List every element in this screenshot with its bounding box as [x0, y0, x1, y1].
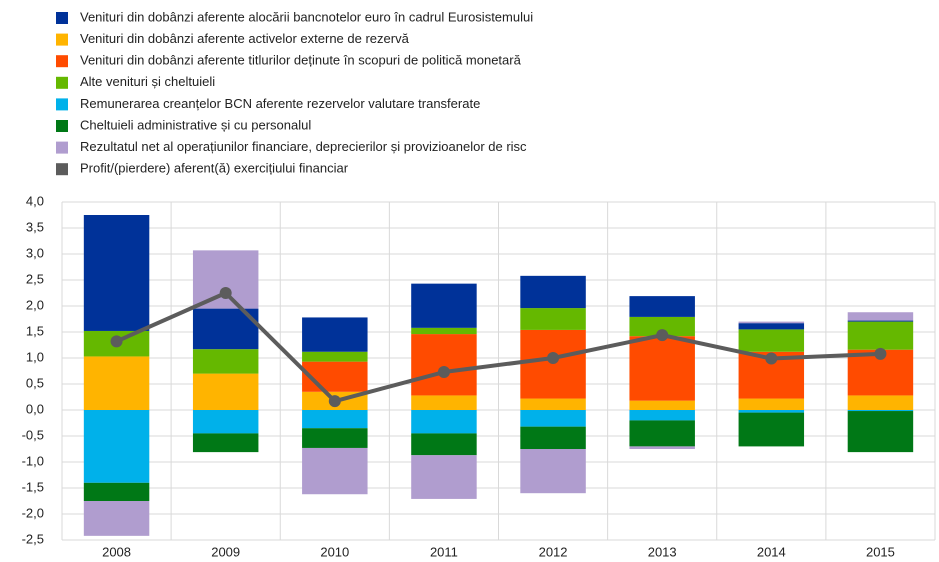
bar-segment [192, 349, 259, 374]
profit-marker [219, 287, 232, 299]
legend-swatch [56, 120, 68, 132]
bar-segment [520, 449, 586, 494]
bar-segment [738, 323, 805, 330]
profit-marker [765, 352, 778, 365]
x-tick-label: 2014 [757, 544, 786, 559]
bar-segment [83, 482, 150, 501]
legend-swatch [56, 76, 68, 89]
legend-label: Venituri din dobânzi aferente activelor … [80, 31, 410, 46]
bar-segment [520, 398, 586, 410]
y-tick-label: 4,0 [26, 193, 44, 208]
legend-label: Venituri din dobânzi aferente titlurilor… [80, 53, 522, 68]
legend-swatch [56, 141, 68, 154]
bar-segment [411, 455, 477, 499]
profit-marker [874, 347, 887, 360]
profit-marker [328, 395, 341, 408]
bar-segment [738, 410, 805, 413]
profit-marker [110, 335, 123, 348]
bar-segment [847, 410, 914, 412]
bar-segment [520, 275, 586, 309]
bar-segment [83, 356, 150, 410]
x-tick-label: 2010 [320, 544, 349, 559]
profit-line [115, 291, 881, 404]
x-tick-label: 2015 [866, 544, 895, 559]
bar-segment [192, 250, 259, 309]
bar-segment [738, 398, 805, 410]
bar-segment [629, 410, 695, 421]
y-tick-label: 3,0 [26, 245, 44, 260]
y-tick-label: -2,5 [22, 531, 44, 546]
x-tick-label: 2012 [539, 544, 568, 559]
y-tick-label: 2,5 [26, 271, 44, 286]
y-tick-label: -0,5 [22, 427, 44, 442]
bar-segment [83, 410, 150, 483]
bar-segment [738, 329, 805, 352]
bar-segment [738, 412, 805, 447]
y-tick-label: 1,0 [26, 349, 44, 364]
legend-swatch [56, 55, 68, 68]
bar-segment [192, 433, 259, 453]
y-tick-label: 3,5 [26, 219, 44, 234]
bar-segment [302, 447, 368, 495]
y-tick-label: 2,0 [26, 297, 44, 312]
x-tick-label: 2008 [102, 544, 131, 559]
bar-segment [847, 320, 914, 322]
bar-segment [411, 327, 477, 335]
bar-segment [847, 395, 914, 410]
bar-segment [302, 351, 368, 362]
bar-segment [847, 312, 914, 321]
legend-label: Cheltuieli administrative și cu personal… [80, 117, 311, 132]
bar-segment [629, 446, 695, 449]
y-tick-label: -1,0 [22, 453, 44, 468]
bar-segment [411, 433, 477, 456]
bar-segment [302, 317, 368, 352]
bar-segment [411, 334, 477, 396]
y-tick-label: -2,0 [22, 505, 44, 520]
bar-segment [629, 420, 695, 447]
y-tick-label: 0,5 [26, 375, 44, 390]
legend-label: Alte venituri și cheltuieli [80, 74, 215, 89]
bar-segment [302, 410, 368, 429]
bar-segment [411, 410, 477, 434]
bar-segment [738, 321, 805, 324]
profit-marker [547, 352, 560, 364]
bar-segment [520, 410, 586, 427]
bar-segment [629, 296, 695, 317]
legend-swatch [56, 33, 68, 46]
x-tick-label: 2009 [211, 544, 240, 559]
y-tick-label: 0,0 [26, 401, 44, 416]
legend-label: Rezultatul net al operațiunilor financia… [80, 139, 527, 154]
profit-marker [656, 329, 669, 342]
y-tick-label: 1,5 [26, 323, 44, 338]
bar-segment [411, 283, 477, 328]
bar-segment [629, 400, 695, 410]
legend-swatch [56, 12, 68, 24]
legend-label: Profit/(pierdere) aferent(ă) exercițiulu… [80, 161, 349, 176]
bar-segment [520, 426, 586, 449]
x-tick-label: 2011 [430, 544, 458, 559]
bar-segment [629, 316, 695, 337]
bar-segment [411, 395, 477, 410]
bar-segment [520, 329, 586, 399]
legend-swatch [56, 98, 68, 111]
legend-swatch [56, 163, 68, 176]
bar-segment [192, 410, 259, 434]
legend-label: Venituri din dobânzi aferente alocării b… [80, 9, 533, 24]
bar-segment [520, 308, 586, 330]
bar-segment [83, 215, 150, 331]
legend-label: Remunerarea creanțelor BCN aferente reze… [80, 96, 480, 111]
profit-marker [437, 366, 450, 379]
bar-segment [847, 411, 914, 453]
y-tick-label: -1,5 [22, 479, 44, 494]
x-tick-label: 2013 [648, 544, 677, 559]
bar-segment [192, 373, 259, 410]
bar-segment [302, 428, 368, 448]
bar-segment [847, 321, 914, 350]
bar-segment [83, 501, 150, 536]
bar-segment [629, 336, 695, 401]
